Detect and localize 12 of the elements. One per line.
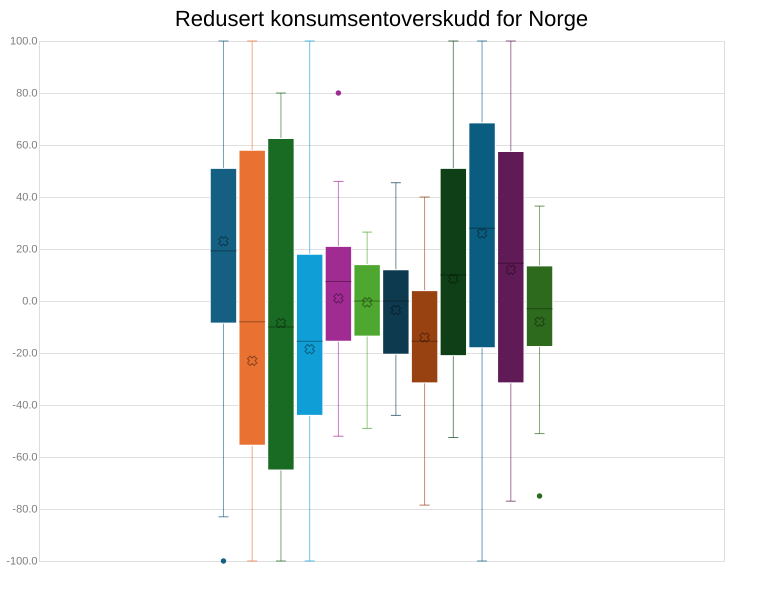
y-tick-label: -60.0 (12, 452, 38, 464)
y-tick-label: 60.0 (16, 140, 38, 152)
y-tick-label: -100.0 (6, 556, 38, 568)
chart-title: Redusert konsumsentoverskudd for Norge (174, 6, 588, 31)
y-tick-label: 40.0 (16, 192, 38, 204)
y-tick-label: 0.0 (22, 296, 38, 308)
y-tick-label: 20.0 (16, 244, 38, 256)
y-tick-label: -80.0 (12, 504, 38, 516)
y-tick-label: -20.0 (12, 348, 38, 360)
y-tick-label: -40.0 (12, 400, 38, 412)
y-tick-label: 100.0 (10, 36, 38, 48)
y-tick-label: 80.0 (16, 88, 38, 100)
